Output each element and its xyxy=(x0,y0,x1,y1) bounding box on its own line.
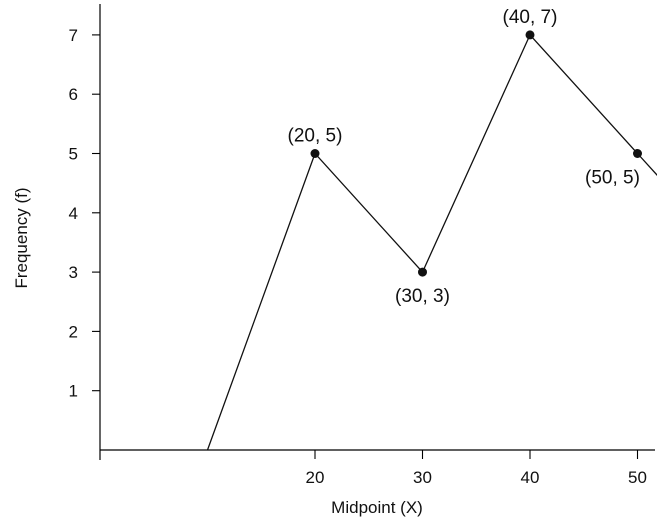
data-point xyxy=(310,149,320,158)
data-point xyxy=(525,30,535,40)
x-tick-label: 20 xyxy=(306,468,325,487)
data-point xyxy=(633,149,642,158)
point-annotation: (30, 3) xyxy=(395,286,450,307)
y-axis-title: Frequency (f) xyxy=(12,187,31,288)
x-axis-title: Midpoint (X) xyxy=(331,498,423,517)
series-layer xyxy=(206,30,657,451)
y-axis-ticks: 1 2 3 4 5 6 7 xyxy=(69,26,100,401)
y-tick-label: 7 xyxy=(69,26,78,45)
point-annotation: (40, 7) xyxy=(503,7,558,28)
axes xyxy=(99,4,655,460)
y-tick-label: 1 xyxy=(69,382,78,401)
y-tick-label: 5 xyxy=(69,145,78,164)
point-annotation: (20, 5) xyxy=(288,126,343,147)
x-tick-label: 50 xyxy=(628,468,647,487)
frequency-polygon-line xyxy=(206,33,657,451)
x-tick-label: 40 xyxy=(521,468,540,487)
y-tick-label: 6 xyxy=(69,85,78,104)
data-point xyxy=(418,267,427,277)
x-axis-ticks: 203040506070 xyxy=(306,450,647,487)
y-tick-label: 2 xyxy=(69,322,78,341)
y-tick-label: 3 xyxy=(69,263,78,282)
point-annotation: (50, 5) xyxy=(585,168,640,189)
x-tick-label: 30 xyxy=(413,468,432,487)
y-tick-label: 4 xyxy=(69,204,78,223)
point-labels: (20, 5)(30, 3)(40, 7)(50, 5)(60, 3)(70, … xyxy=(288,7,640,307)
